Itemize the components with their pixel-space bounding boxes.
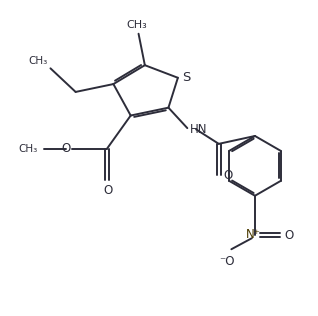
Text: O: O	[103, 184, 112, 197]
Text: CH₃: CH₃	[19, 143, 38, 154]
Text: O: O	[62, 142, 71, 155]
Text: HN: HN	[190, 123, 207, 136]
Text: O: O	[223, 169, 232, 182]
Text: CH₃: CH₃	[127, 20, 147, 30]
Text: O: O	[285, 228, 294, 241]
Text: N⁺: N⁺	[246, 228, 261, 241]
Text: ⁻O: ⁻O	[219, 255, 234, 268]
Text: CH₃: CH₃	[28, 56, 47, 66]
Text: S: S	[183, 71, 191, 84]
